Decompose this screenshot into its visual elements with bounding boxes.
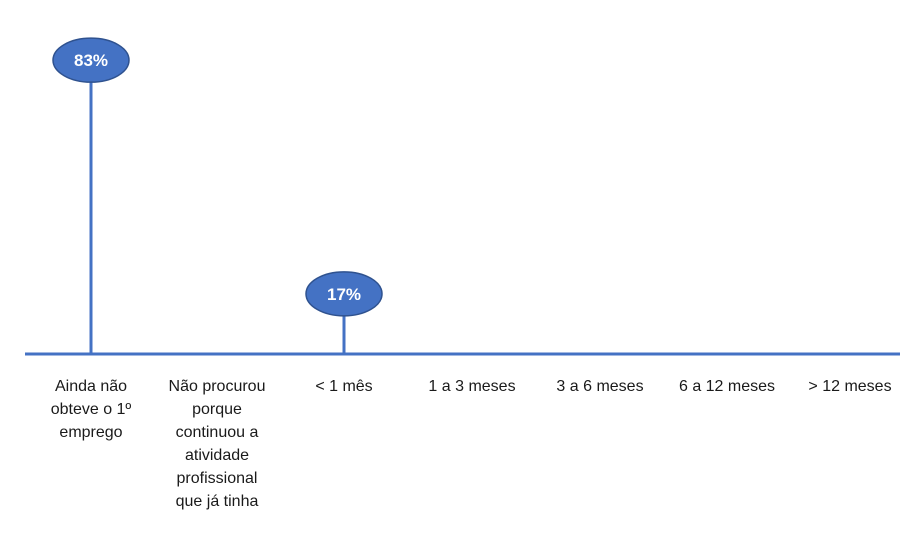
x-tick-label: Ainda não obteve o 1º emprego (51, 378, 132, 441)
lollipop-mark: 83% (52, 37, 130, 354)
x-tick-label: 6 a 12 meses (679, 378, 775, 395)
x-tick-label: 3 a 6 meses (556, 378, 643, 395)
x-tick-label: > 12 meses (808, 378, 891, 395)
lollipop-mark: 17% (305, 271, 383, 354)
x-tick-label: Não procurou porque continuou a atividade pr… (169, 378, 266, 510)
x-tick-label: < 1 mês (315, 378, 372, 395)
data-label: 83% (74, 51, 108, 70)
data-label: 17% (327, 285, 361, 304)
lollipop-marker (305, 271, 383, 317)
lollipop-marker (52, 37, 130, 83)
x-tick-label: 1 a 3 meses (428, 378, 515, 395)
